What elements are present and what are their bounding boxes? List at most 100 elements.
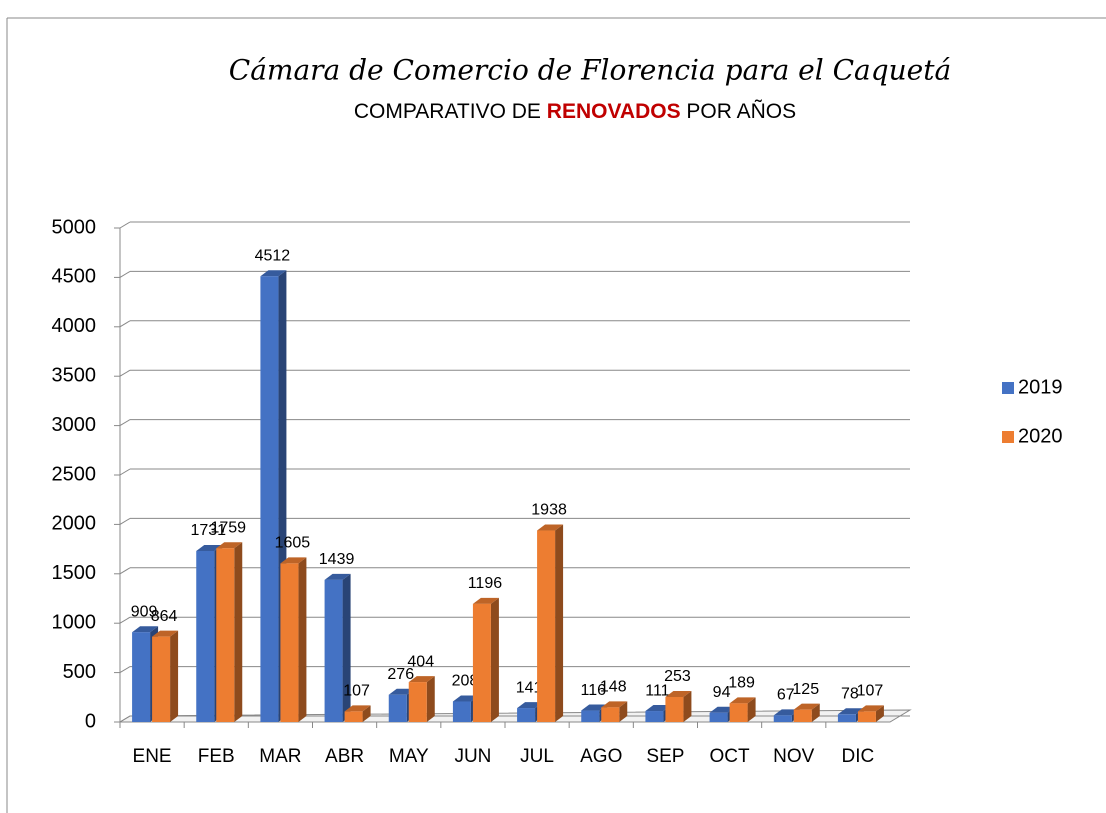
bar bbox=[216, 548, 235, 722]
data-label: 67 bbox=[777, 687, 795, 704]
bar-top bbox=[132, 626, 159, 633]
data-label: 404 bbox=[407, 653, 434, 670]
bar-side bbox=[875, 705, 884, 722]
data-label: 125 bbox=[792, 681, 819, 698]
legend-label: 2019 bbox=[1018, 376, 1063, 398]
bar bbox=[537, 530, 556, 722]
grid-line bbox=[119, 715, 131, 723]
bar bbox=[709, 712, 728, 722]
bar-top bbox=[581, 704, 608, 711]
y-tick-label: 2000 bbox=[52, 513, 97, 535]
bar bbox=[132, 632, 151, 722]
bar-side bbox=[362, 705, 371, 722]
data-label: 1938 bbox=[531, 502, 567, 519]
bar-top bbox=[152, 630, 179, 637]
grid-line bbox=[119, 666, 131, 674]
bar bbox=[280, 563, 299, 722]
bar bbox=[152, 636, 171, 722]
grid-line bbox=[119, 468, 131, 476]
grid-line bbox=[119, 567, 131, 575]
bar-side bbox=[170, 630, 179, 722]
bar bbox=[665, 697, 684, 722]
y-tick-label: 4000 bbox=[52, 315, 97, 337]
subtitle-part: COMPARATIVO DE bbox=[354, 100, 541, 123]
bar-top bbox=[837, 708, 864, 715]
bar bbox=[452, 701, 471, 722]
bar bbox=[729, 703, 748, 722]
chart-title: Cámara de Comercio de Florencia para el … bbox=[229, 54, 951, 87]
data-label: 148 bbox=[600, 679, 627, 696]
bar bbox=[857, 711, 876, 722]
x-tick-label: ENE bbox=[133, 746, 172, 767]
bar-top bbox=[773, 709, 800, 716]
bar bbox=[645, 711, 664, 722]
y-tick-label: 4500 bbox=[52, 266, 97, 288]
data-label: 94 bbox=[713, 684, 731, 701]
bar-side bbox=[298, 557, 307, 722]
bar-top bbox=[472, 597, 499, 604]
bar-side bbox=[426, 676, 435, 722]
bar-side bbox=[342, 573, 351, 722]
grid-line bbox=[119, 270, 131, 278]
grid-line bbox=[119, 320, 131, 328]
x-tick-label: SEP bbox=[646, 746, 684, 767]
bar-top bbox=[344, 705, 371, 712]
bar-top bbox=[196, 544, 223, 551]
bar bbox=[773, 715, 792, 722]
bar-top bbox=[645, 705, 672, 712]
x-tick-label: JUL bbox=[520, 746, 554, 767]
data-label: 111 bbox=[645, 682, 669, 699]
bar-side bbox=[490, 597, 499, 722]
bar bbox=[408, 682, 427, 722]
x-tick-label: AGO bbox=[580, 746, 622, 767]
bar-top bbox=[729, 697, 756, 704]
bar-top bbox=[388, 688, 415, 695]
data-label: 253 bbox=[664, 668, 691, 685]
x-tick-label: DIC bbox=[842, 746, 875, 767]
data-label: 4512 bbox=[255, 247, 291, 264]
y-tick-label: 1500 bbox=[52, 562, 97, 584]
chart-subtitle: COMPARATIVO DE RENOVADOS POR AÑOS bbox=[354, 99, 796, 123]
bar bbox=[260, 276, 279, 722]
x-tick-label: MAY bbox=[389, 746, 429, 767]
bar-top bbox=[601, 701, 628, 708]
data-label: 276 bbox=[387, 666, 414, 683]
data-label: 1439 bbox=[319, 551, 355, 568]
bar-side bbox=[811, 703, 820, 722]
bar bbox=[793, 709, 812, 722]
subtitle-part: RENOVADOS bbox=[547, 100, 681, 123]
data-label: 1605 bbox=[275, 535, 311, 552]
bar-side bbox=[555, 524, 564, 722]
data-label: 107 bbox=[857, 683, 884, 700]
y-tick-label: 0 bbox=[85, 710, 96, 732]
data-label: 909 bbox=[131, 603, 158, 620]
legend-swatch bbox=[1002, 431, 1014, 443]
bar-top bbox=[216, 542, 243, 549]
bar-side bbox=[234, 542, 243, 722]
bar-side bbox=[683, 691, 692, 722]
legend-label: 2020 bbox=[1018, 425, 1063, 447]
bar-side bbox=[747, 697, 756, 722]
bar-top bbox=[793, 703, 820, 710]
grid-line bbox=[119, 369, 131, 377]
grid-line bbox=[119, 419, 131, 427]
bar-top bbox=[857, 705, 884, 712]
data-label: 864 bbox=[151, 608, 178, 625]
y-tick-label: 3500 bbox=[52, 364, 97, 386]
grid-line bbox=[119, 221, 131, 229]
data-label: 116 bbox=[580, 682, 606, 699]
grid-line bbox=[119, 517, 131, 525]
bar bbox=[581, 710, 600, 722]
bar-top bbox=[709, 706, 736, 713]
y-tick-label: 3000 bbox=[52, 414, 97, 436]
y-tick-label: 5000 bbox=[52, 216, 97, 238]
data-label: 189 bbox=[728, 675, 755, 692]
data-label: 208 bbox=[452, 673, 479, 690]
bar-top bbox=[260, 270, 287, 277]
legend-swatch bbox=[1002, 382, 1014, 394]
subtitle-part: POR AÑOS bbox=[686, 99, 796, 123]
bar-top bbox=[280, 557, 307, 564]
data-label: 1731 bbox=[190, 522, 226, 539]
data-label: 1759 bbox=[210, 519, 246, 536]
bar-top bbox=[324, 573, 351, 580]
